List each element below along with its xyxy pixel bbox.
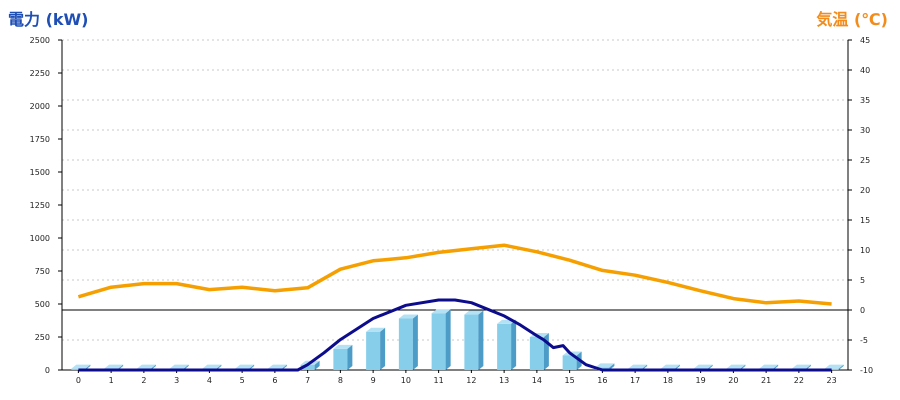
- left-tick-label: 2500: [30, 36, 50, 45]
- left-axis-title: 電力 (kW): [8, 10, 89, 29]
- power-bar-top: [693, 364, 713, 369]
- power-bar: [529, 337, 544, 370]
- x-tick-label: 21: [761, 376, 771, 385]
- x-tick-label: 9: [371, 376, 376, 385]
- x-tick-label: 4: [207, 376, 212, 385]
- x-tick-label: 20: [728, 376, 738, 385]
- left-tick-label: 2250: [30, 69, 50, 78]
- power-bar-side: [478, 310, 484, 370]
- power-bar-side: [609, 363, 615, 370]
- power-bar-top: [791, 364, 811, 369]
- left-tick-label: 500: [35, 300, 50, 309]
- x-tick-label: 15: [565, 376, 575, 385]
- x-tick-label: 3: [174, 376, 179, 385]
- right-axis-title: 気温 (℃): [816, 10, 888, 29]
- x-tick-label: 22: [794, 376, 804, 385]
- right-tick-label: 45: [860, 36, 870, 45]
- x-tick-label: 19: [696, 376, 706, 385]
- x-tick-label: 11: [434, 376, 444, 385]
- power-bar-side: [838, 364, 844, 370]
- x-tick-label: 18: [663, 376, 673, 385]
- power-bar: [398, 318, 413, 370]
- left-tick-label: 250: [35, 333, 50, 342]
- right-tick-label: 10: [860, 246, 870, 255]
- power-bar-top: [595, 363, 615, 368]
- x-tick-label: 14: [532, 376, 542, 385]
- right-tick-label: -10: [860, 366, 873, 375]
- power-bar-top: [104, 364, 124, 369]
- power-bar-top: [202, 364, 222, 369]
- power-bar-top: [431, 309, 451, 314]
- power-bar: [333, 348, 348, 370]
- left-tick-label: 0: [45, 366, 50, 375]
- x-tick-label: 16: [597, 376, 607, 385]
- power-bar: [464, 314, 479, 370]
- power-bar: [497, 323, 512, 370]
- power-bar-top: [726, 364, 746, 369]
- power-bar-top: [267, 364, 287, 369]
- left-tick-label: 1000: [30, 234, 50, 243]
- x-tick-label: 5: [240, 376, 245, 385]
- right-tick-label: 35: [860, 96, 870, 105]
- power-bar: [71, 368, 86, 370]
- x-tick-label: 7: [305, 376, 310, 385]
- right-tick-label: 40: [860, 66, 870, 75]
- left-tick-label: 1250: [30, 201, 50, 210]
- power-bar-top: [71, 364, 91, 369]
- x-tick-label: 2: [141, 376, 146, 385]
- power-bar: [562, 355, 577, 370]
- power-bar: [824, 368, 839, 370]
- power-bar: [431, 313, 446, 370]
- x-tick-label: 10: [401, 376, 411, 385]
- power-bar-side: [380, 327, 386, 370]
- power-bar-top: [333, 344, 353, 349]
- right-tick-label: 25: [860, 156, 870, 165]
- power-bar-top: [366, 327, 386, 332]
- power-bar-side: [511, 319, 517, 370]
- temperature-line: [77, 243, 832, 306]
- left-tick-label: 2000: [30, 102, 50, 111]
- power-bar-top: [169, 364, 189, 369]
- x-tick-label: 6: [272, 376, 277, 385]
- right-tick-label: 30: [860, 126, 870, 135]
- left-tick-label: 1750: [30, 135, 50, 144]
- power-bar-top: [759, 364, 779, 369]
- right-tick-label: 0: [860, 306, 865, 315]
- power-bar-side: [347, 344, 353, 370]
- power-bar-top: [398, 314, 418, 319]
- power-bar-top: [824, 364, 844, 369]
- power-bar: [366, 331, 381, 370]
- x-tick-label: 8: [338, 376, 343, 385]
- x-tick-label: 23: [827, 376, 837, 385]
- x-tick-label: 12: [466, 376, 476, 385]
- power-bar: [300, 364, 315, 370]
- power-bar-side: [543, 333, 549, 370]
- left-tick-label: 750: [35, 267, 50, 276]
- power-bar-top: [235, 364, 255, 369]
- right-tick-label: 15: [860, 216, 870, 225]
- power-bar-side: [314, 360, 320, 370]
- x-tick-label: 1: [109, 376, 114, 385]
- power-bar-top: [660, 364, 680, 369]
- power-line: [78, 298, 832, 372]
- x-tick-label: 0: [76, 376, 81, 385]
- power-bar-side: [412, 314, 418, 370]
- power-bar-side: [445, 309, 451, 370]
- power-bar-top: [464, 310, 484, 315]
- x-tick-label: 17: [630, 376, 640, 385]
- right-tick-label: 5: [860, 276, 865, 285]
- power-bar-top: [136, 364, 156, 369]
- power-bar-top: [628, 364, 648, 369]
- right-tick-label: -5: [860, 336, 868, 345]
- left-tick-label: 1500: [30, 168, 50, 177]
- x-tick-label: 13: [499, 376, 509, 385]
- right-tick-label: 20: [860, 186, 870, 195]
